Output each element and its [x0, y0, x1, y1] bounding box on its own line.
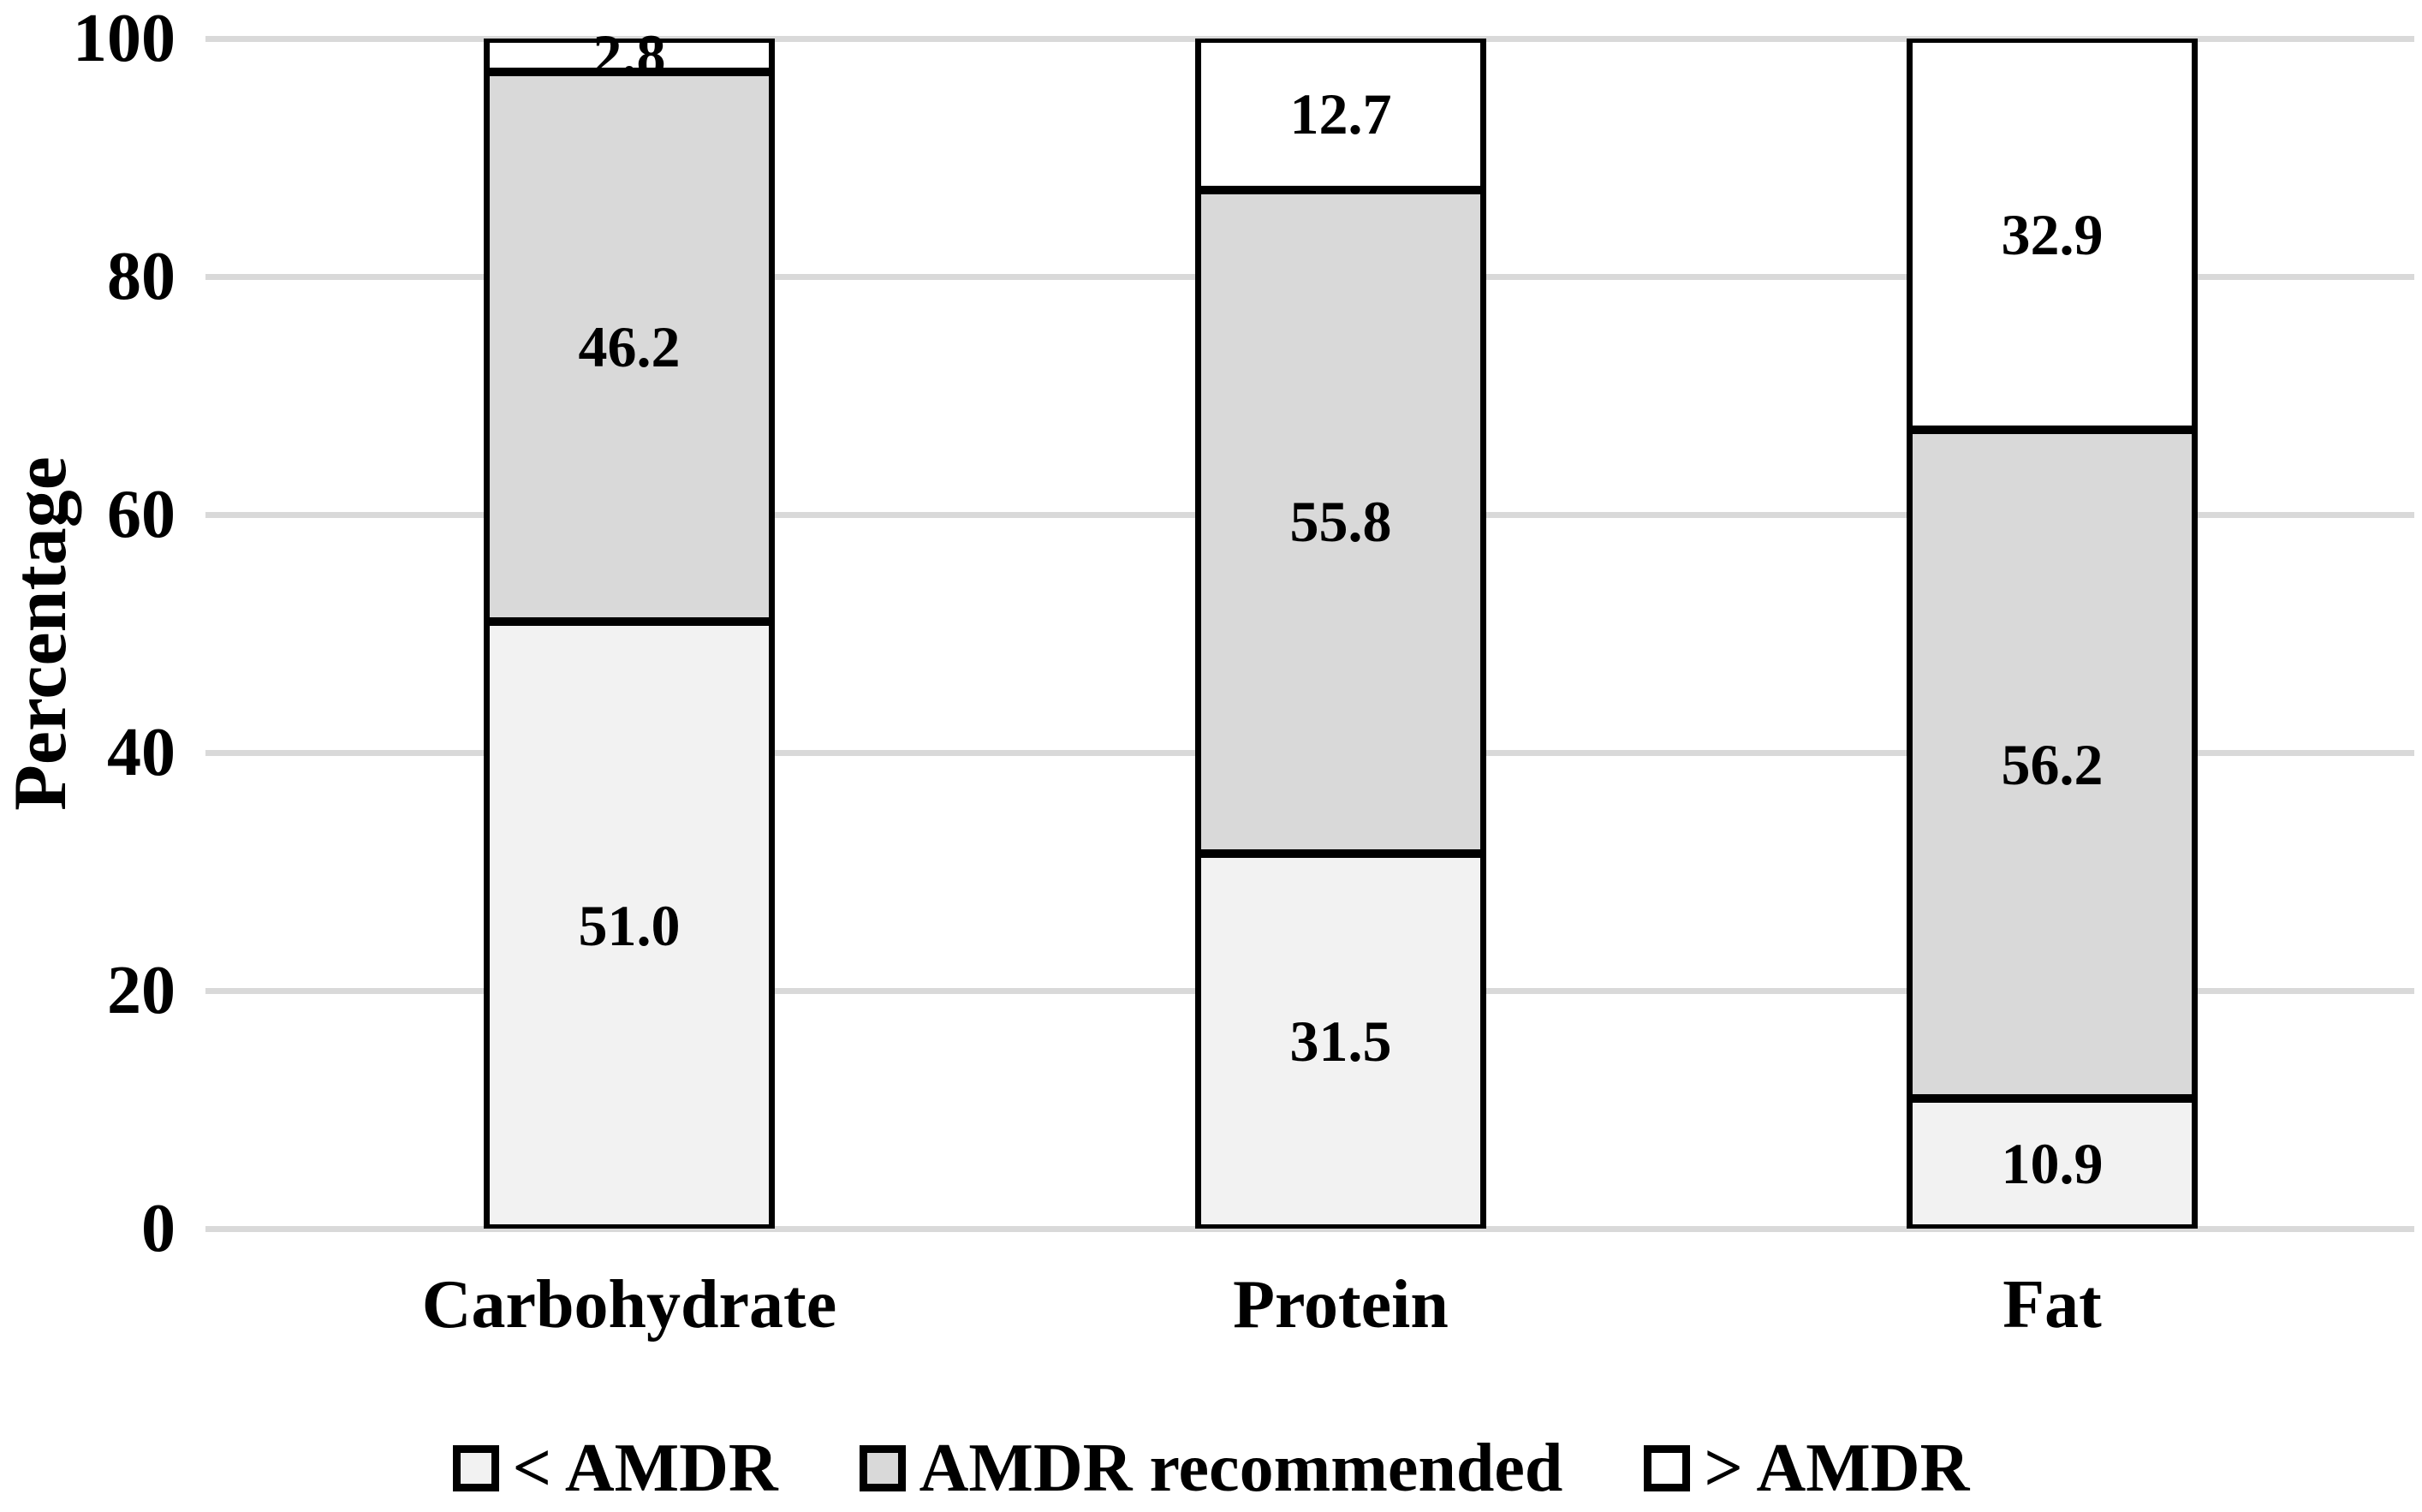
bar-segment: 2.8	[484, 23, 775, 86]
bar-segment: 55.8	[1195, 189, 1486, 854]
legend-label: < AMDR	[512, 1431, 778, 1506]
y-tick-label: 80	[107, 239, 176, 314]
legend-label: AMDR recommended	[919, 1431, 1563, 1506]
y-tick-label: 40	[107, 715, 176, 790]
legend-item: > AMDR	[1644, 1428, 1969, 1509]
bar-segment: 32.9	[1907, 39, 2198, 431]
legend-item: AMDR recommended	[859, 1428, 1563, 1509]
bar-segment: 10.9	[1907, 1098, 2198, 1229]
bar-segment: 12.7	[1195, 39, 1486, 190]
y-axis-title: Percentage	[0, 456, 82, 811]
legend-label: > AMDR	[1704, 1431, 1970, 1506]
bar-fat: 32.9 56.2 10.9	[1907, 39, 2198, 1229]
bar-protein: 12.7 55.8 31.5	[1195, 39, 1486, 1229]
bar-segment: 51.0	[484, 622, 775, 1229]
legend-swatch-icon	[1644, 1445, 1691, 1491]
bar-segment-value-label: 51.0	[578, 892, 681, 958]
y-tick-label: 100	[73, 1, 176, 76]
category-label-carbohydrate: Carbohydrate	[421, 1267, 837, 1342]
bar-segment-value-label: 12.7	[1289, 81, 1392, 147]
bar-segment: 46.2	[484, 71, 775, 622]
y-tick-label: 0	[141, 1191, 176, 1266]
legend-swatch-icon	[859, 1445, 906, 1491]
bar-carbohydrate: 2.8 46.2 51.0	[484, 23, 775, 1229]
bar-segment-value-label: 31.5	[1289, 1009, 1392, 1074]
bar-segment-value-label: 32.9	[2001, 201, 2104, 267]
bar-segment-value-label: 46.2	[578, 313, 681, 379]
bar-segment: 56.2	[1907, 430, 2198, 1099]
category-label-protein: Protein	[1233, 1267, 1449, 1342]
bar-segment-value-label: 56.2	[2001, 731, 2104, 797]
gridline	[205, 1226, 2414, 1232]
bar-segment-value-label: 55.8	[1289, 489, 1392, 555]
legend: < AMDR AMDR recommended > AMDR	[0, 1428, 2422, 1509]
legend-item: < AMDR	[452, 1428, 778, 1509]
bar-segment: 31.5	[1195, 854, 1486, 1229]
category-label-fat: Fat	[2002, 1267, 2102, 1342]
legend-swatch-icon	[452, 1445, 499, 1491]
y-tick-label: 60	[107, 477, 176, 552]
y-tick-label: 20	[107, 953, 176, 1028]
bar-segment-value-label: 10.9	[2001, 1131, 2104, 1197]
